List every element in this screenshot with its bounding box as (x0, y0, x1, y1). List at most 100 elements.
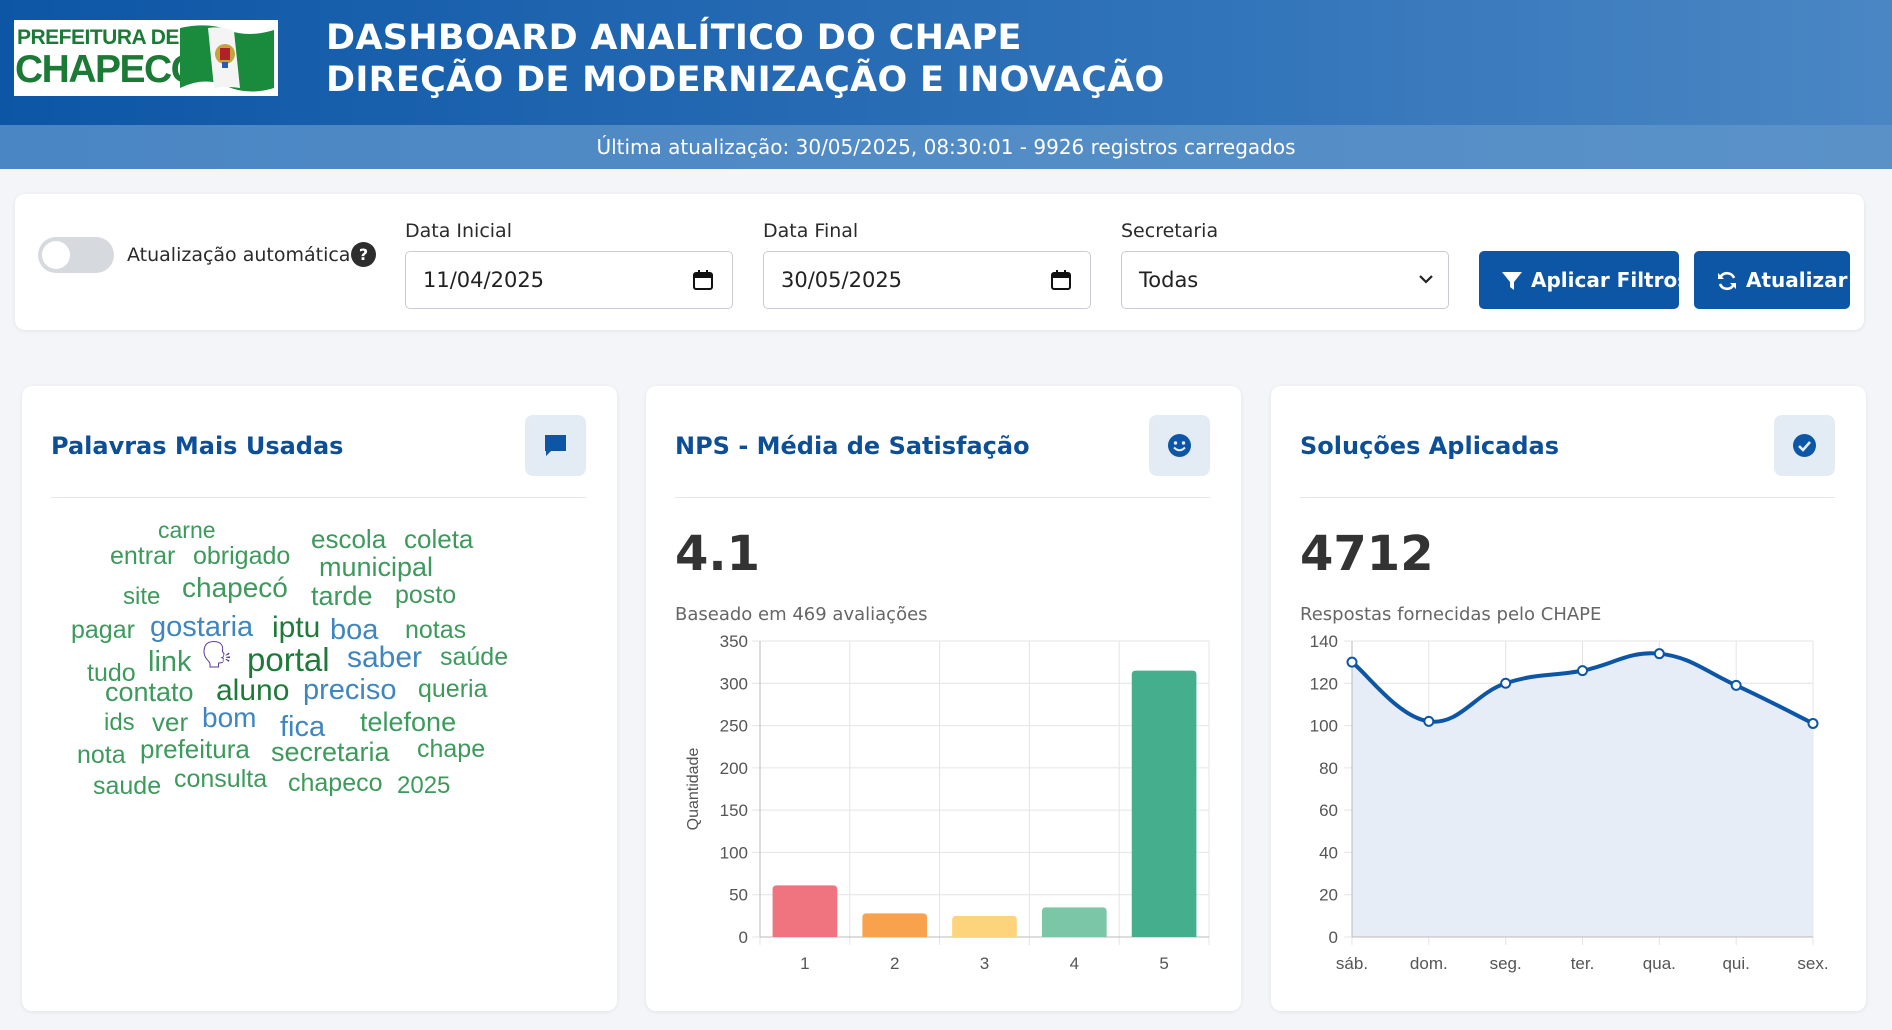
word-cloud-word: ver (152, 707, 189, 737)
word-cloud-word: obrigado (193, 542, 291, 570)
x-tick-label: seg. (1490, 954, 1522, 973)
speaking-head-icon: 🗣 (200, 639, 234, 669)
solutions-line-chart: 0 20 40 60 80 100 120 140 sáb. dom. seg. ter. qua. qu… (1310, 632, 1829, 973)
prefeitura-logo: PREFEITURA DE CHAPECÓ (14, 20, 278, 96)
word-cloud-word: tudo (87, 659, 136, 687)
word-cloud-word: chapeco (288, 769, 383, 797)
calendar-icon[interactable] (692, 269, 714, 291)
bar (1131, 670, 1197, 937)
solutions-value: 4712 (1300, 526, 1434, 582)
chevron-down-icon (1419, 275, 1433, 284)
y-tick-label: 100 (720, 843, 748, 862)
bar (772, 885, 838, 937)
toggle-knob (42, 241, 70, 269)
word-cloud-word: consulta (174, 765, 268, 793)
dashboard-title: DASHBOARD ANALÍTICO DO CHAPE (326, 18, 1022, 58)
nps-value: 4.1 (675, 526, 761, 582)
filter-panel: Atualização automática ? Data Inicial 11… (15, 194, 1864, 330)
word-cloud-word: chapecó (182, 572, 288, 603)
end-date-input[interactable]: 30/05/2025 (763, 251, 1091, 309)
word-cloud-word: bom (202, 702, 257, 733)
word-cloud-word: carne (158, 517, 216, 543)
bar (862, 913, 928, 937)
y-tick-label: 80 (1319, 759, 1338, 778)
x-tick-label: 1 (800, 954, 809, 973)
check-circle-icon (1793, 434, 1816, 457)
smile-icon (1168, 434, 1191, 457)
data-point (1346, 656, 1358, 668)
question-circle-icon[interactable]: ? (351, 242, 376, 267)
data-point (1653, 648, 1665, 660)
logo-line2: CHAPECÓ (15, 48, 201, 91)
card-divider (675, 497, 1210, 498)
y-tick-label: 0 (1329, 928, 1338, 947)
word-cloud-word: entrar (110, 542, 176, 570)
series-line (1350, 651, 1814, 726)
y-tick-label: 40 (1319, 843, 1338, 862)
end-date-label: Data Final (763, 220, 859, 242)
auto-update-label: Atualização automática (127, 244, 351, 266)
y-tick-label: 50 (729, 886, 748, 905)
y-tick-label: 350 (720, 632, 748, 651)
y-tick-label: 20 (1319, 886, 1338, 905)
x-tick-label: ter. (1571, 954, 1595, 973)
x-tick-label: qua. (1643, 954, 1676, 973)
y-tick-label: 300 (720, 674, 748, 693)
secretaria-value: Todas (1139, 268, 1199, 292)
x-tick-label: dom. (1410, 954, 1448, 973)
word-cloud-word: posto (395, 581, 457, 609)
apply-filters-button[interactable]: Aplicar Filtros (1479, 251, 1689, 309)
y-axis-title: Quantidade (685, 748, 702, 831)
solutions-card-icon-box (1774, 415, 1835, 476)
word-cloud-word: fica (280, 711, 326, 743)
bar (952, 915, 1017, 937)
update-bar: Última atualização: 30/05/2025, 08:30:01… (0, 125, 1892, 169)
word-cloud-word: chape (417, 735, 486, 763)
word-cloud-word: aluno (216, 674, 290, 707)
sync-icon (1718, 271, 1736, 291)
words-card: Palavras Mais Usadas carne entrar obrigado… (22, 386, 617, 1011)
secretaria-select[interactable]: Todas (1121, 251, 1449, 309)
last-update-text: Última atualização: 30/05/2025, 08:30:01… (596, 135, 1296, 159)
filter-icon (1502, 272, 1522, 290)
nps-bar-chart: 0 50 100 150 200 250 300 350 1 2 3 4 5 Quantidade (685, 632, 1210, 973)
data-point (1577, 665, 1588, 677)
word-cloud-word: gostaria (150, 611, 254, 643)
y-tick-label: 200 (720, 759, 748, 778)
word-cloud-word: ids (104, 709, 135, 736)
word-cloud-word: 2025 (397, 772, 451, 799)
y-tick-label: 60 (1319, 801, 1338, 820)
refresh-button[interactable]: Atualizar (1694, 251, 1850, 309)
word-cloud-word: telefone (360, 707, 457, 737)
start-date-input[interactable]: 11/04/2025 (405, 251, 733, 309)
start-date-value: 11/04/2025 (423, 268, 545, 292)
nps-subtitle: Baseado em 469 avaliações (675, 604, 928, 625)
auto-update-toggle[interactable] (38, 237, 114, 273)
word-cloud-word: escola (311, 524, 387, 554)
word-cloud-word: link (148, 646, 192, 678)
card-divider (1300, 497, 1835, 498)
x-tick-label: 4 (1070, 954, 1079, 973)
nps-card-title: NPS - Média de Satisfação (675, 432, 1030, 460)
y-tick-label: 0 (739, 928, 748, 947)
x-tick-label: 5 (1159, 954, 1168, 973)
dashboard-subtitle: DIREÇÃO DE MODERNIZAÇÃO E INOVAÇÃO (326, 60, 1165, 100)
word-cloud-word: contato (105, 677, 194, 707)
data-point (1807, 717, 1819, 729)
word-cloud-word: queria (418, 675, 488, 703)
word-cloud-word: notas (405, 616, 467, 644)
data-point (1730, 679, 1742, 691)
y-tick-label: 100 (1310, 717, 1338, 736)
y-tick-label: 150 (720, 801, 748, 820)
word-cloud-word: saúde (440, 643, 509, 671)
word-cloud-word: boa (330, 614, 379, 646)
word-cloud-word: preciso (303, 674, 397, 706)
page-header: PREFEITURA DE CHAPECÓ DASHBOARD ANALÍTIC… (0, 0, 1892, 125)
secretaria-label: Secretaria (1121, 220, 1219, 242)
bar (1041, 907, 1107, 937)
word-cloud-word: municipal (319, 552, 434, 582)
y-tick-label: 140 (1310, 632, 1338, 651)
calendar-icon[interactable] (1050, 269, 1072, 291)
word-cloud-word: prefeitura (140, 734, 250, 764)
word-cloud-word: nota (77, 741, 126, 769)
